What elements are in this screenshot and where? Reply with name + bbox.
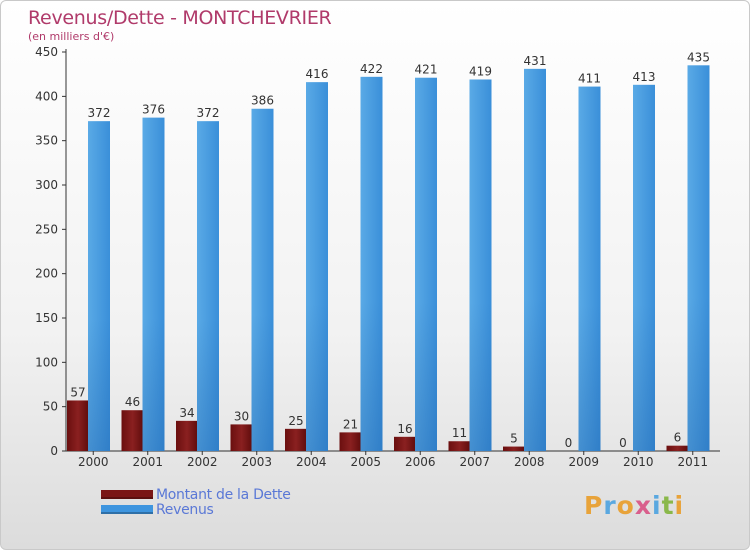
logo-letter: P <box>584 491 604 520</box>
x-tick-label: 2003 <box>241 455 272 469</box>
data-label-dette: 0 <box>619 436 627 450</box>
y-tick-label: 350 <box>35 134 58 148</box>
y-tick-label: 150 <box>35 311 58 325</box>
bar-dette <box>503 446 525 451</box>
data-label-revenus: 411 <box>578 72 601 86</box>
data-label-dette: 6 <box>674 431 682 445</box>
bar-dette <box>666 445 689 451</box>
y-tick-label: 100 <box>35 355 58 369</box>
x-tick-label: 2006 <box>405 455 436 469</box>
y-tick-label: 50 <box>43 400 58 414</box>
x-tick-label: 2002 <box>187 455 218 469</box>
legend-item-dette: Montant de la Dette <box>101 486 291 503</box>
bar-dette <box>176 420 198 451</box>
data-label-dette: 21 <box>343 417 358 431</box>
bar-revenus-shade <box>360 76 383 452</box>
chart-subtitle: (en milliers d'€) <box>28 30 115 43</box>
data-label-dette: 11 <box>452 426 467 440</box>
data-label-dette: 0 <box>565 436 573 450</box>
logo-letter: t <box>661 491 675 520</box>
data-label-dette: 34 <box>179 406 194 420</box>
chart-legend: Montant de la Dette Revenus <box>101 486 291 518</box>
bar-dette <box>448 441 471 451</box>
bar-revenus-shade <box>251 108 274 451</box>
data-label-dette: 46 <box>125 395 140 409</box>
data-label-revenus: 421 <box>415 63 438 77</box>
data-label-revenus: 413 <box>633 70 656 84</box>
logo-letter: o <box>616 491 635 520</box>
bar-revenus-shade <box>687 65 710 452</box>
x-tick-label: 2001 <box>132 455 163 469</box>
y-tick-label: 0 <box>50 444 58 458</box>
bar-revenus-shade <box>415 77 437 452</box>
legend-label-revenus: Revenus <box>156 501 214 518</box>
bar-revenus-shade <box>524 68 546 451</box>
bar-dette <box>121 410 144 451</box>
y-tick-label: 200 <box>35 267 58 281</box>
legend-item-revenus: Revenus <box>101 501 291 518</box>
legend-label-dette: Montant de la Dette <box>156 486 291 503</box>
x-tick-label: 2004 <box>296 455 327 469</box>
legend-swatch-dette <box>101 490 153 499</box>
data-label-revenus: 372 <box>197 106 220 120</box>
data-label-revenus: 435 <box>687 50 710 64</box>
bar-revenus-shade <box>142 117 165 451</box>
data-label-dette: 5 <box>510 432 518 446</box>
y-tick-label: 450 <box>35 45 58 59</box>
chart-title: Revenus/Dette - MONTCHEVRIER <box>28 7 332 29</box>
data-label-dette: 25 <box>288 414 303 428</box>
data-label-revenus: 431 <box>524 54 547 68</box>
x-tick-label: 2009 <box>568 455 599 469</box>
bar-revenus-shade <box>633 84 655 451</box>
y-tick-label: 300 <box>35 178 58 192</box>
bar-dette <box>67 400 89 451</box>
bar-revenus-shade <box>469 79 492 451</box>
bar-revenus-shade <box>197 121 219 451</box>
bar-dette <box>394 436 416 451</box>
bar-revenus-shade <box>88 121 110 451</box>
y-tick-label: 250 <box>35 222 58 236</box>
legend-swatch-revenus <box>101 505 153 514</box>
x-tick-label: 2010 <box>623 455 654 469</box>
bar-dette <box>339 432 362 451</box>
logo-letter: i <box>674 491 685 520</box>
logo-letter: i <box>652 491 662 520</box>
data-label-dette: 30 <box>234 409 249 423</box>
bar-dette <box>230 424 253 451</box>
data-label-revenus: 416 <box>306 67 329 81</box>
y-tick-label: 400 <box>35 89 58 103</box>
proxiti-logo: Proxiti <box>584 491 684 520</box>
bar-revenus-shade <box>306 82 328 451</box>
data-label-dette: 16 <box>397 422 412 436</box>
data-label-revenus: 422 <box>360 62 383 76</box>
x-tick-label: 2000 <box>78 455 109 469</box>
data-label-dette: 57 <box>70 385 85 399</box>
logo-letter: r <box>603 491 617 520</box>
x-tick-label: 2005 <box>350 455 381 469</box>
x-tick-label: 2008 <box>514 455 545 469</box>
data-label-revenus: 419 <box>469 64 492 78</box>
x-tick-label: 2011 <box>677 455 708 469</box>
x-tick-label: 2007 <box>459 455 490 469</box>
bar-dette <box>285 428 307 451</box>
logo-letter: x <box>634 491 652 520</box>
data-label-revenus: 372 <box>88 106 111 120</box>
data-label-revenus: 376 <box>142 103 165 117</box>
data-label-revenus: 386 <box>251 94 274 108</box>
bar-revenus-shade <box>578 86 601 451</box>
